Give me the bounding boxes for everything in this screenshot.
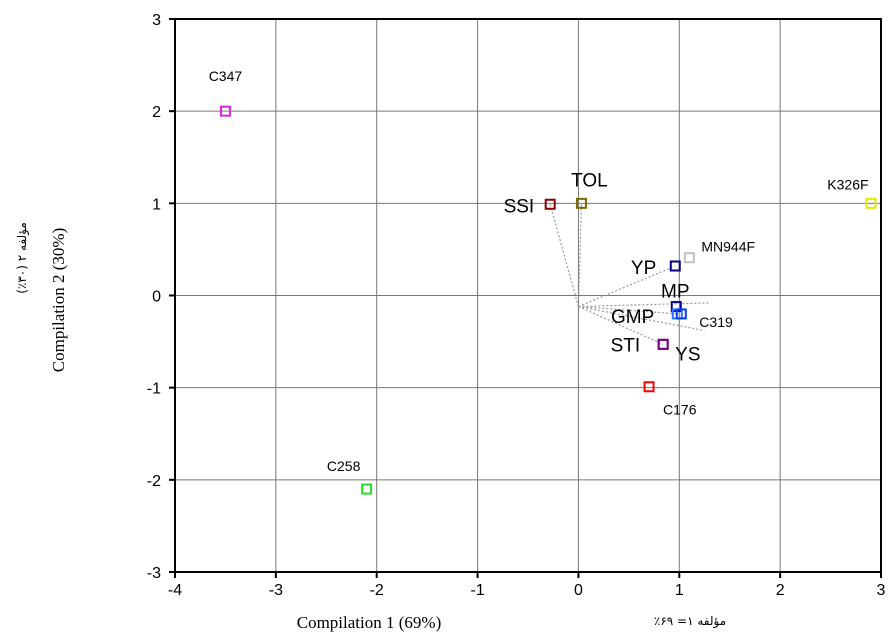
vector-ssi <box>549 204 580 307</box>
point-label-yp: YP <box>631 258 656 279</box>
point-label-ys: YS <box>675 344 700 365</box>
point-label-c319: C319 <box>699 314 733 330</box>
data-points <box>219 105 877 495</box>
point-tol <box>575 197 587 209</box>
y-axis-title: Compilation 2 (30%) <box>49 228 68 372</box>
x-tick-label: -3 <box>269 582 283 599</box>
x-tick-label: 2 <box>776 582 785 599</box>
point-label-gmp: GMP <box>611 307 654 328</box>
point-label-ssi: SSI <box>504 196 535 217</box>
axis-ticks: -4 -3 -2 -1 0 1 2 3 -3 -2 -1 0 1 2 3 <box>147 12 886 599</box>
x-axis-title-alt: مؤلفه ۱= ۶۹٪ <box>654 614 726 629</box>
x-tick-label: -4 <box>168 582 182 599</box>
vector-ys <box>578 306 664 345</box>
point-c319 <box>675 308 687 320</box>
point-yp <box>669 260 681 272</box>
vector-gmp <box>578 305 680 315</box>
point-c347 <box>219 105 231 117</box>
point-label-tol: TOL <box>571 170 608 191</box>
point-label-c176: C176 <box>663 402 697 418</box>
point-c258 <box>361 483 373 495</box>
x-tick-label: 3 <box>877 582 886 599</box>
point-label-c258: C258 <box>327 458 361 474</box>
point-ssi <box>544 198 556 210</box>
x-axis-title: Compilation 1 (69%) <box>297 613 441 632</box>
grid-lines <box>174 18 882 573</box>
point-ys <box>657 338 669 350</box>
point-label-k326f: K326F <box>827 176 868 192</box>
x-tick-label: 1 <box>675 582 684 599</box>
x-tick-label: 0 <box>574 582 583 599</box>
point-mn944f <box>683 252 695 264</box>
point-label-sti: STI <box>611 335 641 356</box>
y-tick-label: -3 <box>147 565 161 582</box>
x-tick-label: -2 <box>370 582 384 599</box>
point-k326f <box>865 197 877 209</box>
point-label-mp: MP <box>661 282 690 303</box>
point-label-c347: C347 <box>209 68 243 84</box>
y-tick-label: 2 <box>152 104 161 121</box>
y-axis-title-alt: مؤلفه ۲ (۳۰٪) <box>15 222 30 294</box>
point-c176 <box>643 381 655 393</box>
vector-sti <box>578 305 705 332</box>
x-tick-label: -1 <box>470 582 484 599</box>
y-tick-label: -2 <box>147 473 161 490</box>
vector-yp <box>578 265 676 308</box>
y-tick-label: 1 <box>152 196 161 213</box>
vector-tol <box>577 203 583 307</box>
loading-vectors <box>549 203 710 345</box>
y-tick-label: -1 <box>147 381 161 398</box>
point-label-mn944f: MN944F <box>701 239 755 255</box>
y-tick-label: 0 <box>152 289 161 306</box>
y-tick-label: 3 <box>152 12 161 29</box>
vector-mp <box>578 302 710 308</box>
